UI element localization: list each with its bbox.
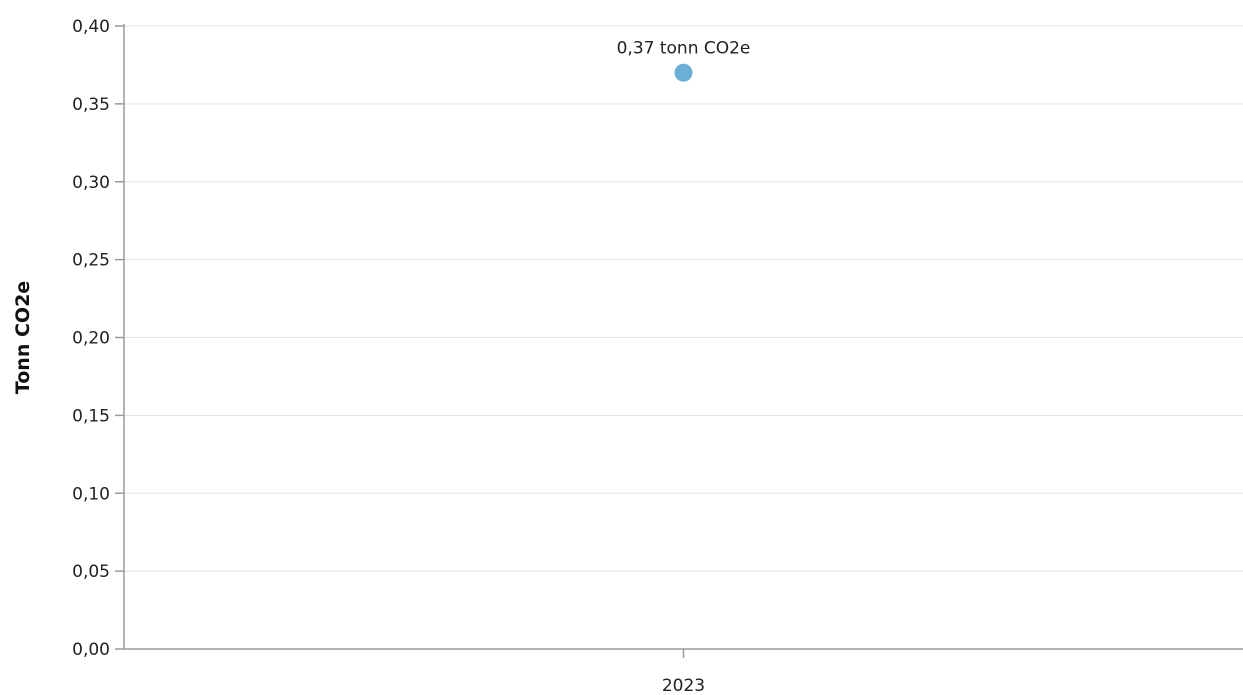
- y-axis-title: Tonn CO2e: [12, 281, 34, 394]
- y-tick-label: 0,05: [72, 562, 110, 582]
- y-tick-label: 0,10: [72, 484, 110, 504]
- y-tick-label: 0,40: [72, 17, 110, 37]
- y-tick-label: 0,15: [72, 406, 110, 426]
- x-axis-ticks: 2023: [662, 649, 705, 695]
- grid: [124, 25, 1243, 572]
- data-points: 0,37 tonn CO2e: [617, 39, 751, 82]
- y-tick-label: 0,20: [72, 329, 110, 349]
- data-point[interactable]: [674, 63, 693, 82]
- y-tick-label: 0,35: [72, 95, 110, 115]
- data-label: 0,37 tonn CO2e: [617, 39, 751, 59]
- y-axis-ticks: 0,00 0,05 0,10 0,15 0,20 0,25 0,30 0,35 0,40: [72, 17, 124, 660]
- y-tick-label: 0,25: [72, 251, 110, 271]
- x-tick-label: 2023: [662, 676, 705, 695]
- y-tick-label: 0,30: [72, 173, 110, 193]
- y-tick-label: 0,00: [72, 640, 110, 660]
